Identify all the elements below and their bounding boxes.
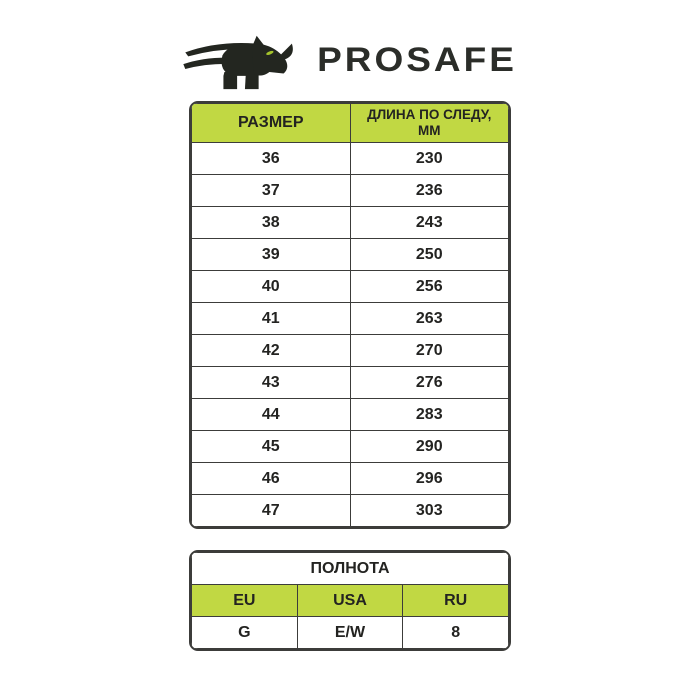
size-cell: 39 [191,238,351,271]
table-row: 45 290 [191,430,509,463]
size-table: РАЗМЕР ДЛИНА ПО СЛЕДУ, ММ 36 230 37 236 [189,101,511,529]
length-cell: 256 [349,270,509,303]
size-cell: 37 [191,174,351,207]
table-row: 40 256 [191,270,509,303]
col-header-ru: RU [402,584,509,617]
size-cell: 46 [191,462,351,495]
brand-wordmark: PROSAFE [317,40,517,79]
rhino-logo-icon [183,35,293,90]
table-row: 37 236 [191,174,509,207]
width-table-title-row: ПОЛНОТА [191,552,509,585]
size-cell: 44 [191,398,351,431]
table-row: 41 263 [191,302,509,335]
length-cell: 263 [349,302,509,335]
table-row: 36 230 [191,142,509,175]
table-row: 42 270 [191,334,509,367]
length-cell: 250 [349,238,509,271]
table-row: 44 283 [191,398,509,431]
size-cell: 38 [191,206,351,239]
table-row: 38 243 [191,206,509,239]
width-value-eu: G [191,616,298,649]
table-row: 39 250 [191,238,509,271]
table-row: 46 296 [191,462,509,495]
length-cell: 243 [349,206,509,239]
length-cell: 283 [349,398,509,431]
col-header-length-line2: ММ [418,123,441,138]
width-value-ru: 8 [402,616,509,649]
size-cell: 41 [191,302,351,335]
size-cell: 47 [191,494,351,527]
col-header-usa: USA [296,584,404,617]
table-row: 47 303 [191,494,509,527]
length-cell: 230 [349,142,509,175]
col-header-eu: EU [191,584,298,617]
size-cell: 36 [191,142,351,175]
width-table-header-row: EU USA RU [191,584,509,617]
length-cell: 303 [349,494,509,527]
prosafe-logo: PROSAFE [0,0,700,94]
size-table-header-row: РАЗМЕР ДЛИНА ПО СЛЕДУ, ММ [191,103,509,143]
col-header-length: ДЛИНА ПО СЛЕДУ, ММ [349,103,509,143]
size-cell: 40 [191,270,351,303]
length-cell: 236 [349,174,509,207]
width-table-values-row: G E/W 8 [191,616,509,649]
table-row: 43 276 [191,366,509,399]
width-value-usa: E/W [296,616,404,649]
width-table: ПОЛНОТА EU USA RU G E/W 8 [189,550,511,651]
length-cell: 290 [349,430,509,463]
size-cell: 45 [191,430,351,463]
col-header-size: РАЗМЕР [191,103,351,143]
col-header-length-line1: ДЛИНА ПО СЛЕДУ, [367,107,492,123]
size-cell: 43 [191,366,351,399]
length-cell: 270 [349,334,509,367]
size-cell: 42 [191,334,351,367]
width-table-title: ПОЛНОТА [191,552,509,585]
length-cell: 296 [349,462,509,495]
length-cell: 276 [349,366,509,399]
